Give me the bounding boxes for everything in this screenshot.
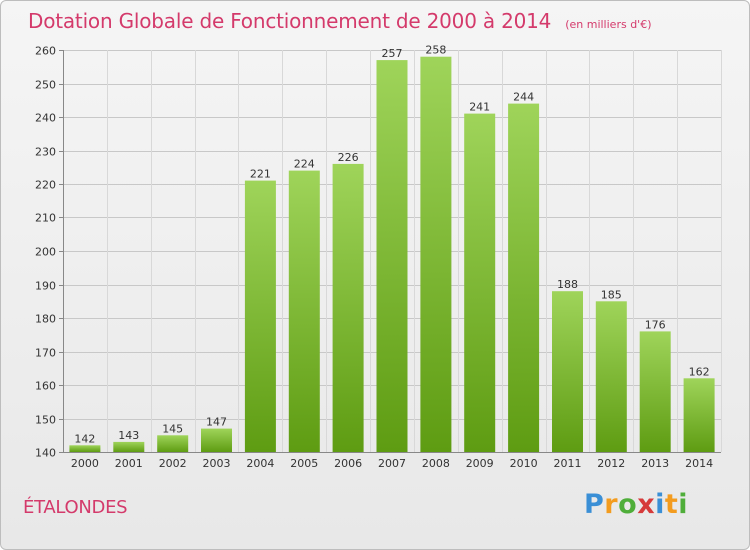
x-tick-label: 2001 — [115, 457, 143, 470]
y-tick-label: 250 — [35, 79, 56, 92]
bar-value-label: 221 — [250, 168, 271, 181]
x-tick-label: 2004 — [246, 457, 274, 470]
bar-value-label: 224 — [294, 158, 315, 171]
logo-letter: P — [584, 489, 605, 520]
y-tick-label: 230 — [35, 146, 56, 159]
x-tick-label: 2011 — [554, 457, 582, 470]
y-tick-label: 200 — [35, 246, 56, 259]
y-tick-label: 220 — [35, 179, 56, 192]
bar — [683, 378, 715, 452]
bar — [69, 445, 101, 452]
bar — [288, 170, 320, 452]
bar — [552, 291, 583, 452]
bar-value-label: 257 — [382, 47, 403, 60]
bar — [157, 435, 189, 453]
bar-value-label: 244 — [513, 91, 534, 104]
x-tick-label: 2005 — [290, 457, 318, 470]
x-tick-label: 2010 — [510, 457, 538, 470]
chart-title-text: Dotation Globale de Fonctionnement de 20… — [28, 9, 552, 33]
x-tick-label: 2000 — [71, 457, 99, 470]
label-layer: 142 143 145 147 221 224 226 257 258 241 244 188 185 1… — [74, 44, 709, 446]
y-tick-label: 140 — [35, 447, 56, 460]
x-tick-label: 2003 — [203, 457, 231, 470]
x-tick-label: 2014 — [685, 457, 713, 470]
bar-value-label: 176 — [645, 318, 666, 331]
y-tick-label: 160 — [35, 380, 56, 393]
y-tick-label: 190 — [35, 280, 56, 293]
bar — [376, 60, 408, 452]
bar — [420, 56, 452, 452]
x-tick-label: 2007 — [378, 457, 406, 470]
bar-layer — [69, 56, 715, 453]
logo-letter: i — [655, 489, 665, 520]
bar — [244, 180, 276, 452]
bar — [464, 113, 496, 452]
bar — [332, 163, 364, 452]
axis-layer: 140 150 160 170 180 190 200 210 220 230 240 250 260 2… — [35, 45, 721, 470]
y-tick-label: 210 — [35, 212, 56, 225]
bar-value-label: 241 — [469, 101, 490, 114]
y-tick-label: 240 — [35, 112, 56, 125]
bar — [595, 301, 627, 453]
bar — [639, 331, 671, 452]
bar-value-label: 147 — [206, 416, 227, 429]
chart-subtitle: (en milliers d'€) — [565, 18, 652, 31]
logo-letter: x — [637, 489, 656, 520]
chart-title: Dotation Globale de Fonctionnement de 20… — [28, 9, 651, 33]
bar — [201, 428, 232, 452]
logo-letter: r — [604, 489, 619, 520]
x-tick-label: 2012 — [597, 457, 625, 470]
commune-name: ÉTALONDES — [23, 497, 128, 518]
x-tick-label: 2008 — [422, 457, 450, 470]
bar — [508, 103, 540, 452]
bar-value-label: 143 — [118, 429, 139, 442]
bar-value-label: 188 — [557, 278, 578, 291]
bar-value-label: 145 — [162, 422, 183, 435]
bar-value-label: 258 — [425, 44, 446, 57]
proxiti-logo: Proxiti — [584, 489, 688, 520]
y-tick-label: 150 — [35, 414, 56, 427]
x-tick-label: 2013 — [641, 457, 669, 470]
y-tick-label: 170 — [35, 347, 56, 360]
bar-value-label: 142 — [74, 432, 95, 445]
bar — [113, 441, 145, 452]
bar-value-label: 185 — [601, 288, 622, 301]
bar-value-label: 226 — [338, 151, 359, 164]
y-tick-label: 180 — [35, 313, 56, 326]
x-tick-label: 2002 — [159, 457, 187, 470]
logo-letter: t — [664, 489, 679, 520]
bar-value-label: 162 — [689, 365, 710, 378]
logo-letter: i — [678, 489, 689, 520]
y-tick-label: 260 — [35, 45, 56, 58]
x-tick-label: 2009 — [466, 457, 494, 470]
logo-letter: o — [618, 489, 638, 520]
x-tick-label: 2006 — [334, 457, 362, 470]
